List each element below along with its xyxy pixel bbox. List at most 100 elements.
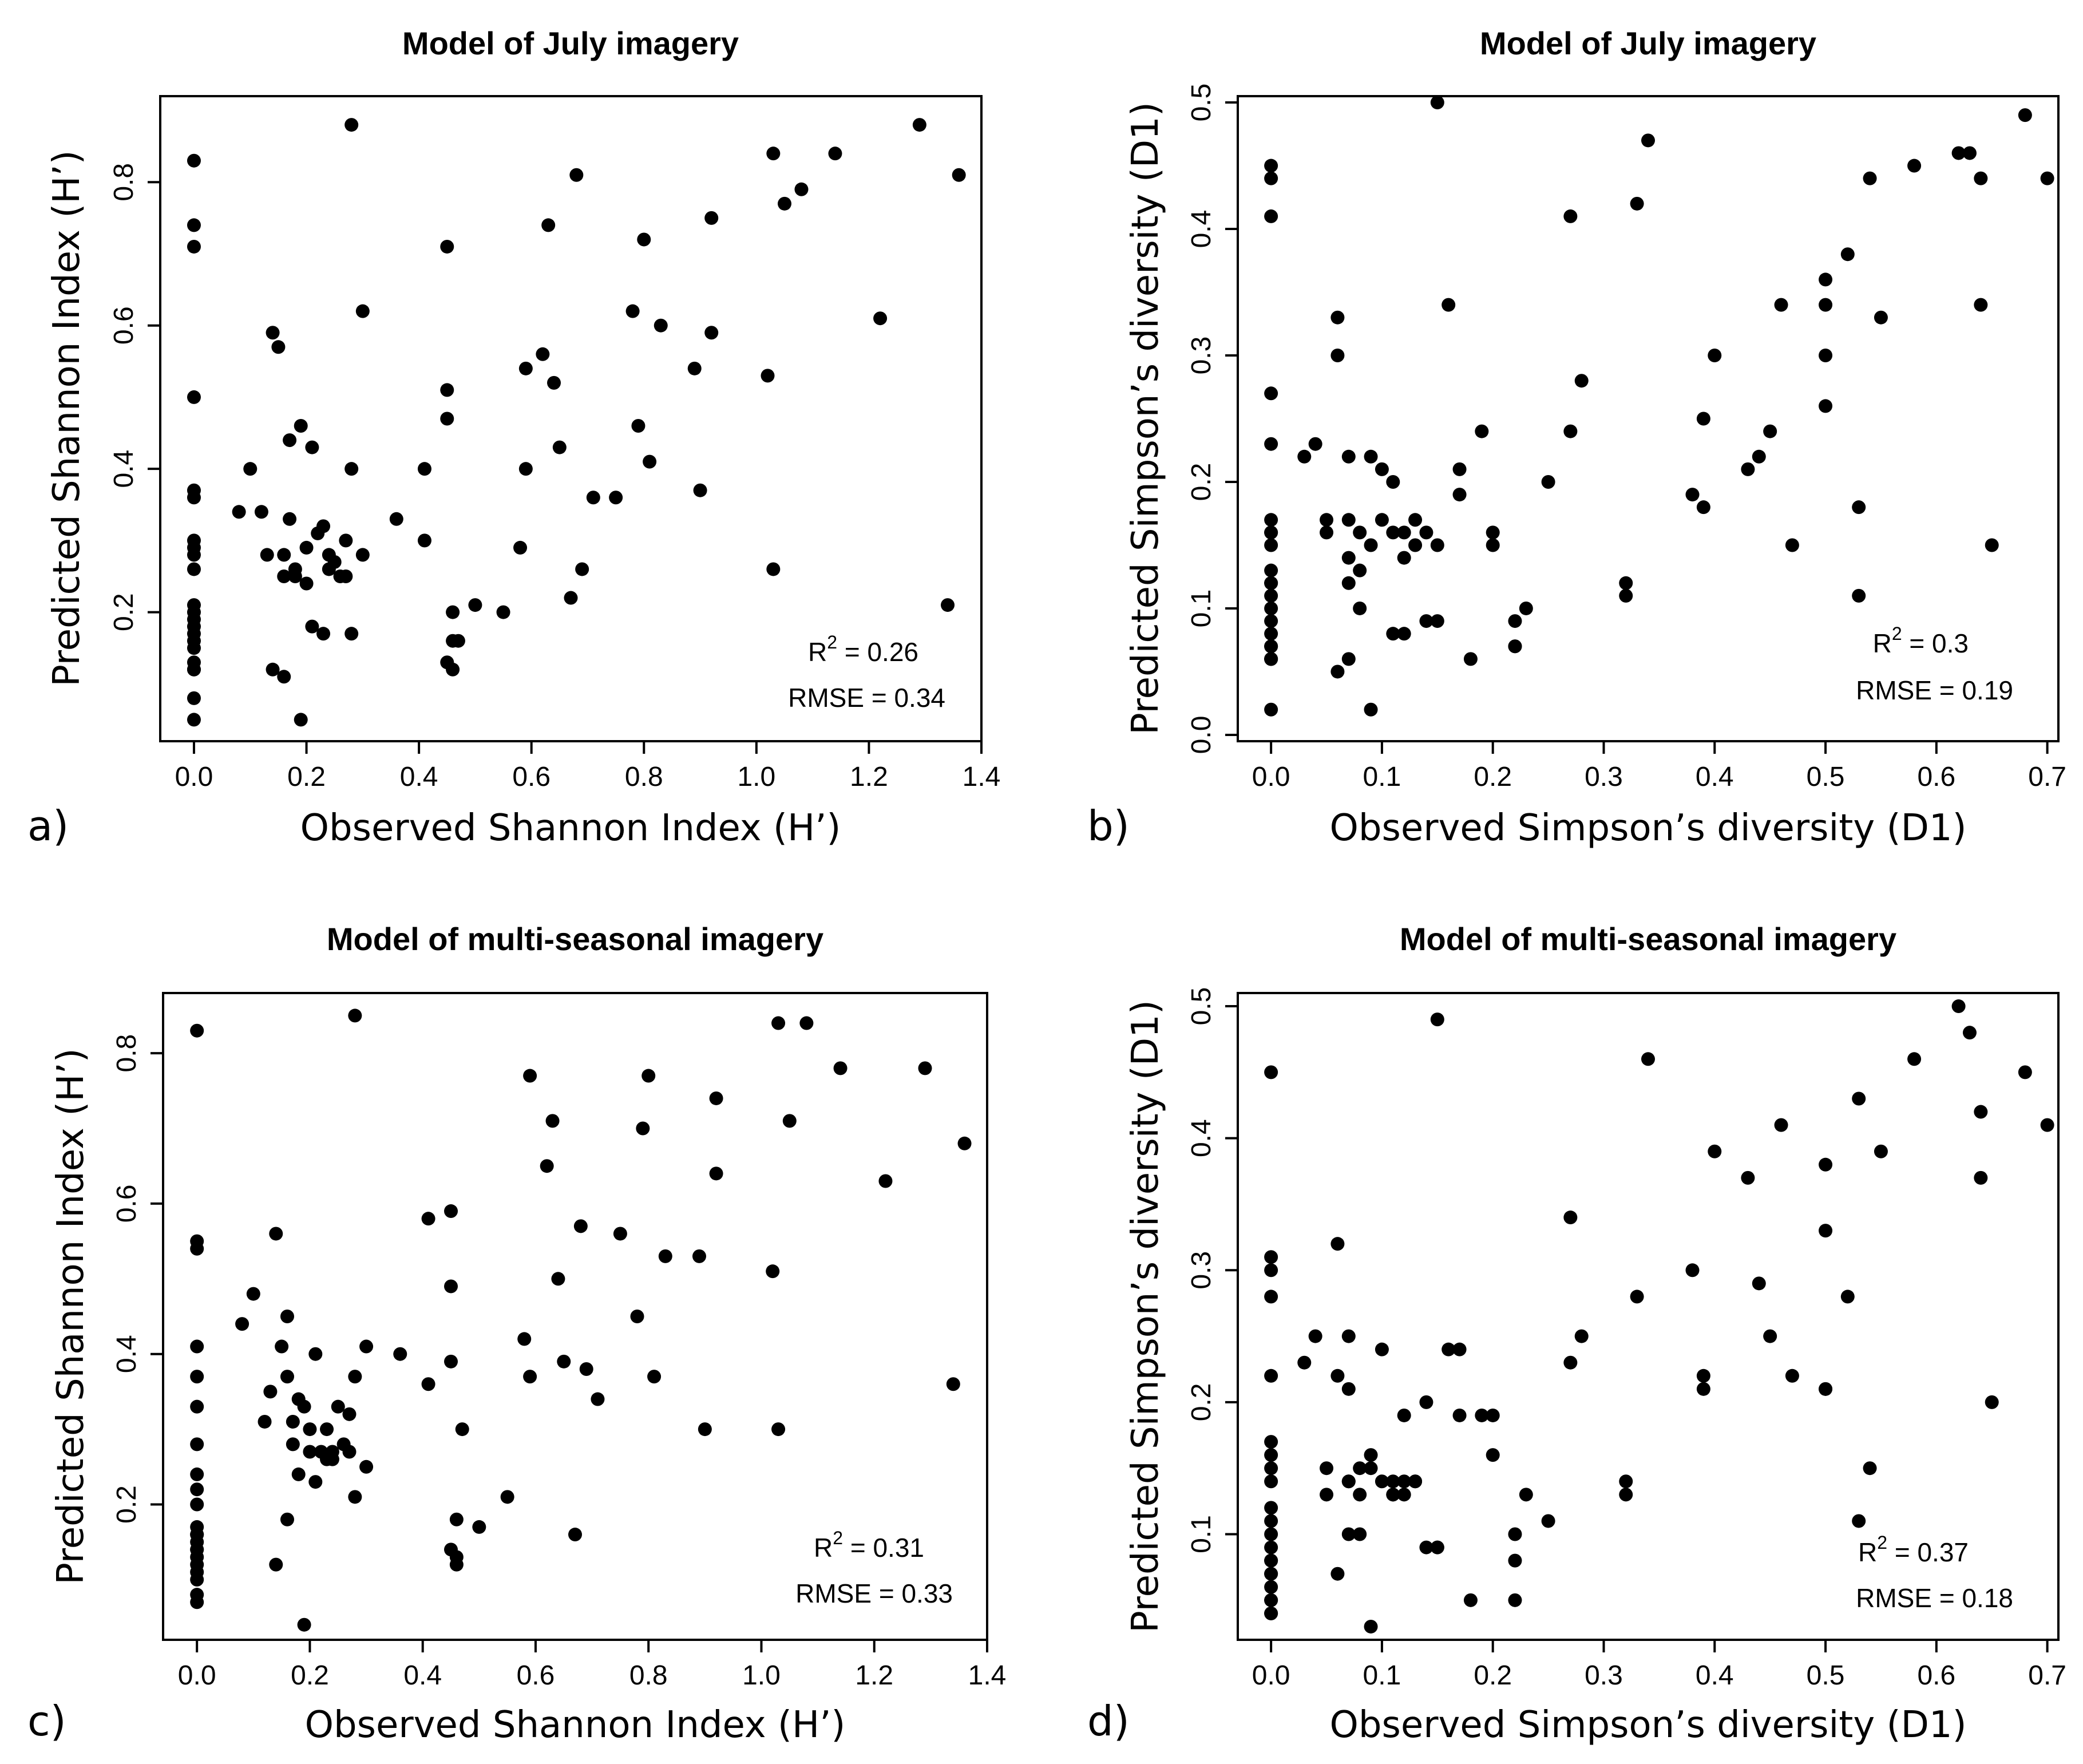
data-point	[280, 1512, 294, 1526]
x-axis: 0.0 0.2 0.4 0.6 0.8 1.0 1.2 1.4	[178, 1640, 1006, 1691]
data-point	[355, 548, 370, 562]
data-point	[1364, 1448, 1378, 1462]
data-point	[946, 1377, 960, 1391]
data-point	[444, 1354, 458, 1369]
data-point	[269, 1557, 283, 1572]
x-tick-label: 0.2	[291, 1660, 329, 1691]
data-point	[518, 361, 533, 375]
data-point	[1397, 1488, 1411, 1502]
y-axis-label: Predicted Simpson’s diversity (D1)	[1124, 102, 1167, 735]
data-point	[1375, 462, 1389, 476]
data-point	[1852, 1091, 1866, 1106]
data-point	[1907, 1052, 1922, 1066]
panel-label: b)	[1087, 802, 1130, 850]
data-point	[1330, 310, 1345, 325]
data-point	[878, 1174, 893, 1188]
plot-frame	[159, 95, 983, 742]
data-point	[523, 1370, 537, 1384]
data-point	[299, 540, 314, 555]
panel-d: Model of multi-seasonal imagery 0.0 0.1 0.…	[1087, 921, 2066, 1746]
data-point	[1962, 146, 1977, 160]
data-point	[190, 1339, 204, 1354]
data-point	[1519, 1488, 1533, 1502]
data-point	[1330, 1237, 1345, 1251]
data-point	[359, 1460, 374, 1474]
data-point	[591, 1392, 605, 1406]
data-point	[1741, 462, 1755, 476]
data-point	[1364, 1619, 1378, 1634]
data-point	[1863, 1461, 1877, 1476]
data-point	[1619, 1488, 1633, 1502]
data-point	[444, 1279, 458, 1294]
y-tick-label: 0.2	[109, 593, 139, 631]
data-point	[1763, 1329, 1777, 1343]
x-tick-label: 0.8	[625, 762, 663, 792]
data-point	[1408, 538, 1423, 552]
data-point	[344, 627, 359, 641]
x-tick-label: 0.6	[517, 1660, 555, 1691]
data-point	[283, 512, 297, 526]
data-point	[187, 491, 201, 505]
data-point	[1974, 1170, 1988, 1185]
y-tick-label: 0.8	[109, 163, 139, 201]
data-point	[709, 1166, 723, 1181]
x-tick-label: 0.7	[2028, 1660, 2066, 1691]
x-tick-label: 1.2	[850, 762, 888, 792]
panel-c: Model of multi-seasonal imagery 0.0 0.2 0.…	[27, 921, 1006, 1746]
data-point	[327, 555, 342, 569]
data-point	[873, 311, 888, 326]
data-point	[355, 304, 370, 318]
r-squared-stat: R2 = 0.3	[1873, 623, 1969, 658]
x-tick-label: 0.2	[1474, 762, 1512, 792]
data-point	[766, 562, 781, 576]
data-point	[1264, 437, 1278, 451]
data-point	[517, 1332, 532, 1346]
data-point	[187, 691, 201, 705]
data-point	[1486, 538, 1500, 552]
data-point	[613, 1227, 627, 1241]
y-tick-label: 0.6	[109, 306, 139, 345]
data-point	[1840, 1290, 1855, 1304]
data-point	[266, 662, 280, 677]
data-point	[643, 454, 657, 469]
data-point	[1696, 500, 1710, 515]
data-point	[1430, 538, 1444, 552]
data-point	[1475, 1408, 1489, 1422]
data-point	[1819, 1157, 1833, 1172]
data-point	[1297, 449, 1312, 464]
data-point	[1785, 1369, 1799, 1383]
data-point	[496, 605, 510, 619]
data-point	[557, 1354, 571, 1369]
data-point	[297, 1617, 311, 1632]
data-point	[551, 1272, 565, 1286]
scatter-points	[1264, 999, 2054, 1634]
data-point	[286, 1414, 300, 1429]
data-point	[1364, 449, 1378, 464]
rmse-stat: RMSE = 0.19	[1856, 675, 2013, 705]
data-point	[190, 1482, 204, 1497]
data-point	[1264, 1263, 1278, 1277]
data-point	[277, 548, 291, 562]
data-point	[693, 483, 707, 497]
y-tick-label: 0.5	[1186, 987, 1217, 1026]
x-tick-label: 0.0	[1252, 762, 1290, 792]
y-tick-label: 0.3	[1186, 1251, 1217, 1290]
x-tick-label: 0.6	[512, 762, 551, 792]
data-point	[344, 118, 359, 132]
data-point	[1819, 272, 1833, 287]
data-point	[1752, 449, 1766, 464]
data-point	[777, 196, 791, 211]
data-point	[1863, 171, 1877, 185]
r-squared-stat: R2 = 0.37	[1858, 1532, 1969, 1567]
data-point	[1264, 652, 1278, 666]
data-point	[1763, 424, 1777, 438]
data-point	[1419, 1540, 1433, 1555]
data-point	[547, 375, 561, 390]
data-point	[1430, 1012, 1444, 1027]
data-point	[1341, 1329, 1356, 1343]
x-tick-label: 0.4	[403, 1660, 442, 1691]
data-point	[1541, 474, 1555, 489]
data-point	[575, 562, 589, 576]
data-point	[297, 1399, 311, 1414]
data-point	[291, 1467, 306, 1481]
